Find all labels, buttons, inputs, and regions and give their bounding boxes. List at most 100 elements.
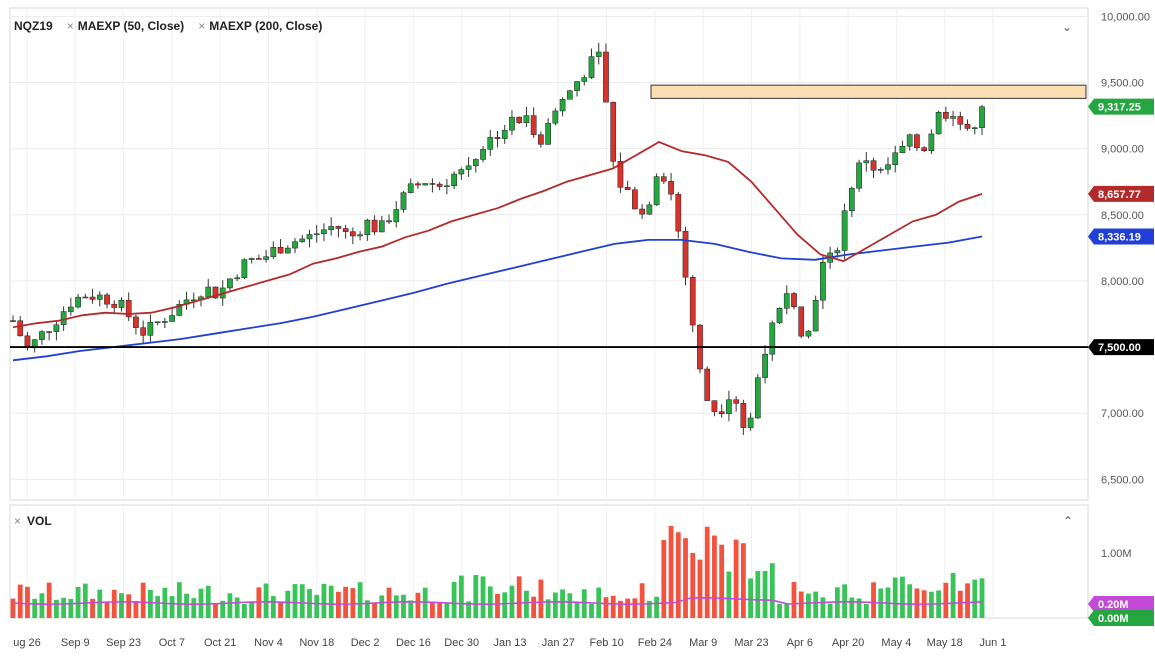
chevron-down-icon[interactable]: ⌄: [1062, 20, 1073, 34]
candle: [863, 160, 870, 164]
candle: [856, 162, 862, 189]
x-tick-label: Dec 30: [444, 637, 479, 649]
volume-bar: [97, 589, 103, 618]
candle: [523, 115, 530, 124]
volume-bar: [126, 594, 132, 618]
volume-bar: [675, 532, 681, 618]
candle: [24, 335, 31, 349]
remove-ma200-icon[interactable]: ×: [198, 19, 206, 33]
volume-bar: [466, 601, 471, 618]
candle: [169, 315, 175, 322]
candle: [841, 210, 848, 251]
volume-bar: [791, 582, 797, 618]
remove-vol-icon[interactable]: ×: [14, 514, 22, 528]
chart-legend: NQZ19 × MAEXP (50, Close) × MAEXP (200, Cl…: [14, 19, 322, 33]
x-tick-label: Dec 2: [351, 637, 380, 649]
volume-bar: [704, 526, 710, 618]
volume-bar: [292, 584, 298, 618]
volume-bar: [285, 590, 291, 618]
volume-bar: [169, 596, 175, 618]
candle: [812, 299, 819, 332]
resistance-zone: [650, 84, 1087, 99]
volume-bar: [495, 593, 500, 618]
candle: [776, 308, 783, 324]
volume-bar: [531, 596, 537, 618]
level-price-label: 7,500.00: [1098, 342, 1141, 354]
candle: [480, 149, 486, 160]
volume-bar: [75, 586, 81, 618]
candle: [639, 208, 645, 215]
candle: [89, 296, 96, 300]
candle: [263, 256, 269, 260]
x-tick-label: Nov 18: [299, 637, 334, 649]
volume-bar: [444, 603, 450, 618]
candle: [848, 187, 855, 211]
candle: [357, 234, 363, 237]
candle: [566, 90, 573, 100]
candle: [870, 160, 877, 171]
candle: [313, 233, 320, 236]
ma50-price-label-bg: [1088, 185, 1154, 202]
volume-bar: [10, 598, 16, 618]
candle: [422, 183, 429, 186]
candle: [451, 173, 457, 187]
candle: [798, 306, 805, 337]
y-tick-label: 6,500.00: [1101, 474, 1144, 486]
volume-bar: [458, 575, 464, 618]
volume-bar: [560, 589, 565, 618]
candle: [877, 169, 884, 171]
volume-bar: [863, 603, 869, 618]
volume-bar: [545, 599, 551, 618]
ma200-legend[interactable]: × MAEXP (200, Close): [198, 19, 323, 33]
candle: [248, 258, 255, 260]
ma200-price-label: 8,336.19: [1098, 231, 1141, 243]
volume-bar: [184, 593, 189, 618]
candle: [646, 204, 653, 215]
y-tick-label: 10,000.00: [1101, 11, 1150, 23]
candle: [559, 99, 566, 112]
x-tick-label: May 18: [927, 637, 963, 649]
candle: [979, 106, 985, 128]
volume-bar: [914, 588, 920, 618]
volume-bar: [473, 575, 479, 618]
candle: [429, 183, 436, 185]
volume-bar: [90, 598, 95, 618]
volume-bar: [487, 586, 493, 618]
candle: [964, 124, 971, 129]
volume-bar: [907, 584, 913, 618]
x-tick-label: Feb 10: [589, 637, 623, 649]
volume-last-label-bg: [1088, 610, 1154, 626]
volume-bar: [581, 589, 587, 618]
candle: [162, 321, 168, 323]
candle: [393, 209, 400, 223]
ma50-legend[interactable]: × MAEXP (50, Close): [66, 19, 185, 33]
volume-bar: [140, 582, 146, 618]
candle: [624, 187, 631, 190]
last-price-label-bg: [1088, 98, 1154, 115]
candle: [595, 51, 602, 57]
candle: [75, 296, 81, 308]
candle: [610, 101, 617, 162]
symbol-label[interactable]: NQZ19: [14, 19, 53, 33]
volume-bar: [900, 576, 905, 618]
volume-bar: [480, 576, 486, 618]
volume-bar: [589, 603, 594, 618]
volume-bar: [299, 584, 305, 618]
candle: [444, 185, 450, 188]
remove-ma50-icon[interactable]: ×: [66, 19, 74, 33]
volume-bar: [871, 582, 876, 618]
candle: [133, 316, 139, 328]
volume-bar: [234, 597, 240, 618]
volume-bar: [242, 603, 247, 618]
price-pane: [9, 7, 1089, 501]
candle: [574, 81, 580, 91]
candle: [292, 241, 298, 249]
volume-bar: [263, 583, 269, 618]
volume-bar: [965, 583, 970, 618]
candle: [256, 258, 262, 260]
chevron-up-icon[interactable]: ⌃: [1063, 514, 1074, 528]
candle: [689, 277, 696, 326]
candle: [538, 134, 544, 145]
candle: [335, 226, 342, 229]
